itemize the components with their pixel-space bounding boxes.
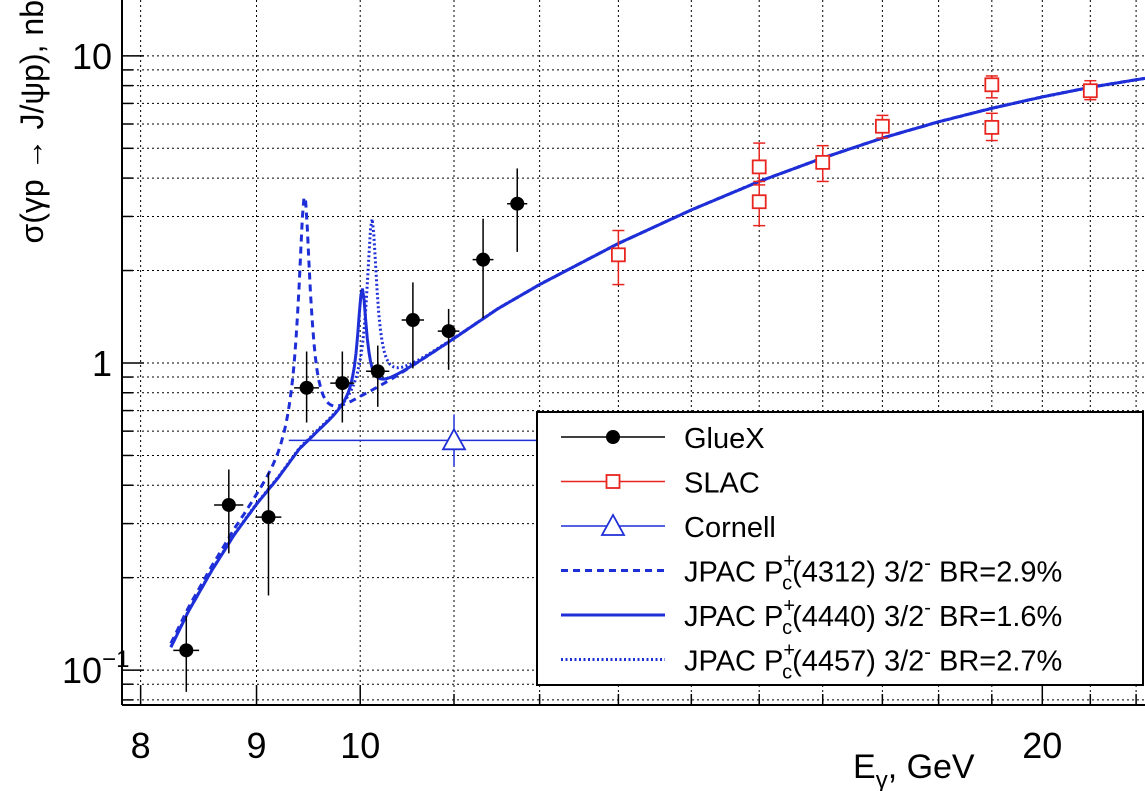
y-axis-title: σ(γp → J/ψp), nb (14, 0, 50, 244)
gluex-point (370, 364, 385, 379)
curve-dotted (169, 76, 1145, 648)
slac-point (1082, 83, 1098, 99)
legend-label: SLAC (684, 468, 760, 500)
gluex-point (261, 510, 276, 525)
x-tick-label: 10 (340, 725, 380, 766)
cornell-point (441, 427, 467, 451)
slac-point (610, 247, 626, 263)
legend-label: JPAC P+ c(4440) 3/2- BR=1.6% (684, 595, 1062, 639)
y-tick-label: 1 (92, 343, 112, 384)
gluex-point (441, 324, 456, 339)
slac-point (984, 119, 1000, 135)
x-axis-title: Eγ, GeV (853, 748, 975, 791)
slac-point (815, 154, 831, 170)
gluex-point (179, 643, 194, 658)
legend-label: GlueX (684, 423, 765, 455)
gluex-point (510, 196, 525, 211)
gluex-point (221, 497, 236, 512)
slac-point (751, 194, 767, 210)
x-tick-label: 20 (1022, 725, 1062, 766)
legend: GlueX SLAC Cornell JPAC P+ c(4312) 3/2- BR=2… (536, 411, 1144, 686)
slac-point (984, 77, 1000, 93)
y-tick-label: 10−1 (62, 646, 129, 691)
legend-label: JPAC P+ c(4312) 3/2- BR=2.9% (684, 551, 1062, 595)
legend-label: JPAC P+ c(4457) 3/2- BR=2.7% (684, 640, 1062, 684)
legend-label: Cornell (684, 512, 776, 544)
legend-marker (606, 430, 620, 444)
axes: 8 9 10 20 10−1 1 10 Eγ, GeV σ(γp → J/ψp), nb (14, 0, 1145, 791)
legend-marker (605, 474, 621, 489)
x-tick-label: 8 (131, 725, 151, 766)
gluex-point (476, 252, 491, 267)
gluex-point (405, 313, 420, 328)
legend-box (536, 411, 1144, 686)
x-tick-label: 9 (247, 725, 267, 766)
model-curves (169, 76, 1145, 648)
gluex-point (335, 376, 350, 391)
slac-point (874, 118, 890, 134)
slac-point (751, 159, 767, 175)
legend-marker (600, 513, 626, 536)
data-points (173, 75, 1098, 692)
y-tick-label: 10 (72, 36, 112, 77)
gluex-point (299, 380, 314, 395)
